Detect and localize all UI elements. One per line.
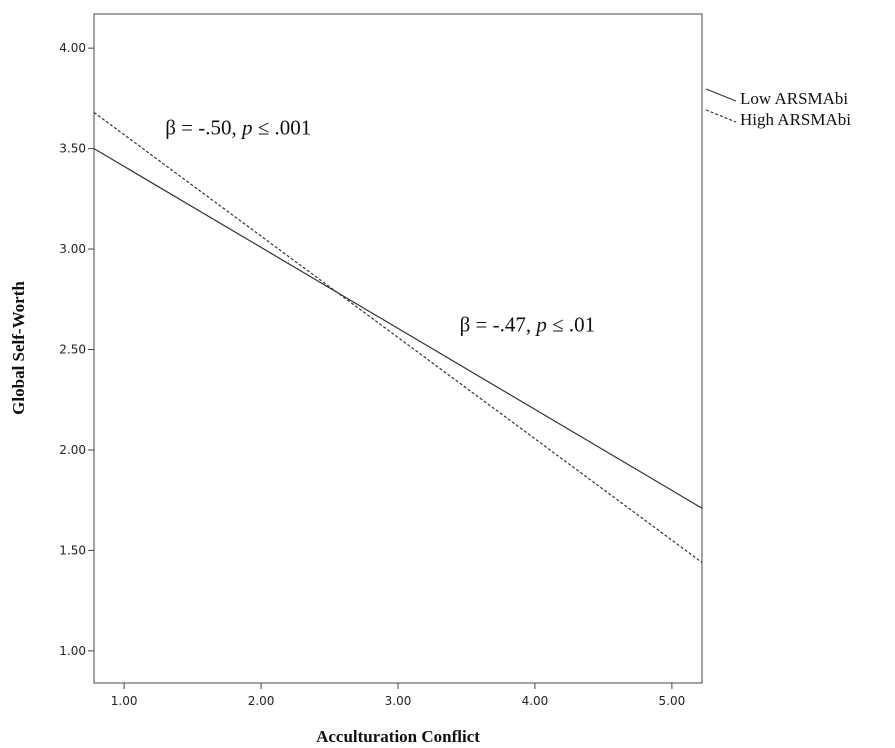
beta-annotation: β = -.47, p ≤ .01 xyxy=(460,312,596,336)
y-tick-label: 4.00 xyxy=(59,41,86,55)
plot-frame xyxy=(93,13,703,684)
y-tick-label: 3.00 xyxy=(59,242,86,256)
y-tick-label: 1.50 xyxy=(59,543,86,557)
x-tick-label: 4.00 xyxy=(522,694,549,708)
x-tick-label: 5.00 xyxy=(659,694,686,708)
beta-annotation: β = -.50, p ≤ .001 xyxy=(165,116,311,140)
legend: Low ARSMAbi High ARSMAbi xyxy=(705,88,851,129)
beta-text: β = -.50, xyxy=(165,116,242,140)
y-tick-label: 2.00 xyxy=(59,443,86,457)
legend-swatch xyxy=(705,88,737,102)
y-tick-label: 1.00 xyxy=(59,644,86,658)
legend-swatch xyxy=(705,109,737,123)
series-group xyxy=(93,111,703,563)
x-tick-label: 2.00 xyxy=(248,694,275,708)
legend-label: Low ARSMAbi xyxy=(740,89,848,108)
x-tick-label: 3.00 xyxy=(385,694,412,708)
y-tick-label: 3.50 xyxy=(59,142,86,156)
series-line-high-arsmabi xyxy=(93,111,703,563)
x-tick-label: 1.00 xyxy=(111,694,138,708)
p-value-text: ≤ .001 xyxy=(252,116,311,140)
y-axis: 1.00 1.50 2.00 2.50 3.00 3.50 4.00 xyxy=(59,41,94,658)
beta-text: β = -.47, xyxy=(460,312,537,336)
p-value-text: ≤ .01 xyxy=(547,312,595,336)
x-axis: 1.00 2.00 3.00 4.00 5.00 xyxy=(111,683,685,708)
x-axis-title: Acculturation Conflict xyxy=(316,727,480,746)
p-letter: p xyxy=(240,116,253,140)
y-axis-title: Global Self-Worth xyxy=(9,281,28,415)
legend-label: High ARSMAbi xyxy=(740,110,851,129)
y-tick-label: 2.50 xyxy=(59,343,86,357)
series-line-low-arsmabi xyxy=(93,148,703,509)
annotations: β = -.50, p ≤ .001 β = -.47, p ≤ .01 xyxy=(165,116,595,337)
p-letter: p xyxy=(534,312,547,336)
